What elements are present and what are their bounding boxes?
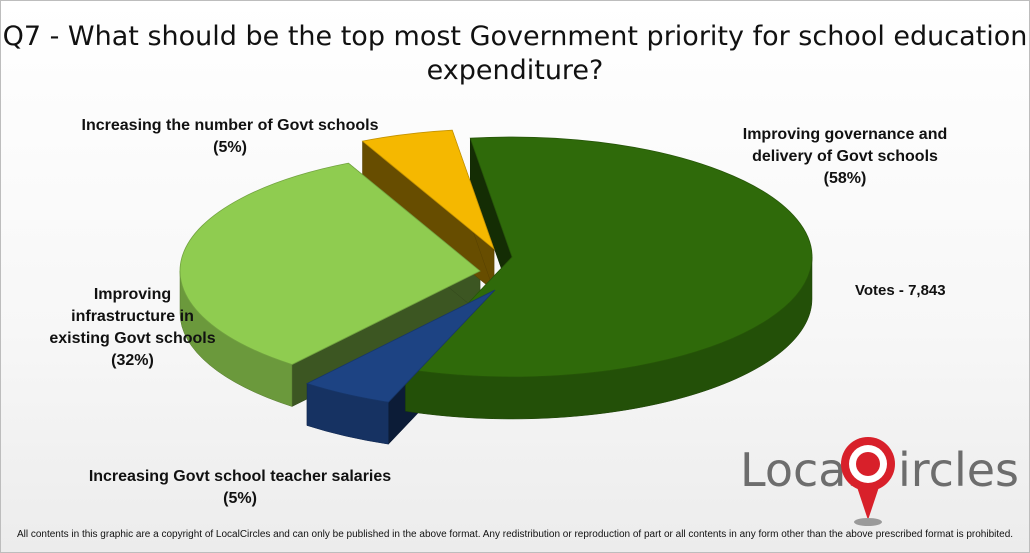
label-number-line-1: Increasing the number of Govt schools bbox=[81, 117, 379, 134]
slice-label-governance: Improving governance and delivery of Gov… bbox=[705, 124, 985, 190]
label-governance-line-3: (58%) bbox=[823, 170, 867, 187]
label-number-line-2: (5%) bbox=[213, 139, 247, 156]
chart-title: Q7 - What should be the top most Governm… bbox=[0, 20, 1030, 88]
label-infrastructure-line-3: existing Govt schools bbox=[49, 330, 216, 347]
slice-0-top bbox=[404, 136, 813, 378]
svg-text:Local: Local bbox=[740, 443, 859, 497]
label-governance-line-2: delivery of Govt schools bbox=[752, 148, 938, 165]
label-infrastructure-line-1: Improving bbox=[93, 286, 172, 303]
pie-slices bbox=[179, 129, 813, 445]
slice-label-number-of-schools: Increasing the number of Govt schools (5… bbox=[60, 115, 400, 159]
slice-label-salaries: Increasing Govt school teacher salaries … bbox=[50, 466, 430, 510]
label-salaries-line-2: (5%) bbox=[223, 490, 257, 507]
label-salaries-line-1: Increasing Govt school teacher salaries bbox=[88, 468, 392, 485]
slice-label-infrastructure: Improving infrastructure in existing Gov… bbox=[20, 284, 245, 372]
label-infrastructure-line-4: (32%) bbox=[111, 352, 154, 369]
slice-3-top bbox=[361, 129, 495, 251]
label-governance-line-1: Improving governance and bbox=[742, 126, 948, 143]
votes-count: Votes - 7,843 bbox=[855, 282, 946, 299]
title-line-2: expenditure? bbox=[426, 55, 604, 86]
copyright-footer: All contents in this graphic are a copyr… bbox=[16, 529, 1014, 540]
label-infrastructure-line-2: infrastructure in bbox=[71, 308, 194, 325]
slice-1-top bbox=[305, 289, 496, 403]
svg-text:ircles: ircles bbox=[898, 443, 1019, 497]
slice-2-top bbox=[179, 162, 481, 365]
localcircles-logo: Local ircles bbox=[738, 428, 1023, 528]
title-line-1: Q7 - What should be the top most Governm… bbox=[2, 21, 1028, 52]
